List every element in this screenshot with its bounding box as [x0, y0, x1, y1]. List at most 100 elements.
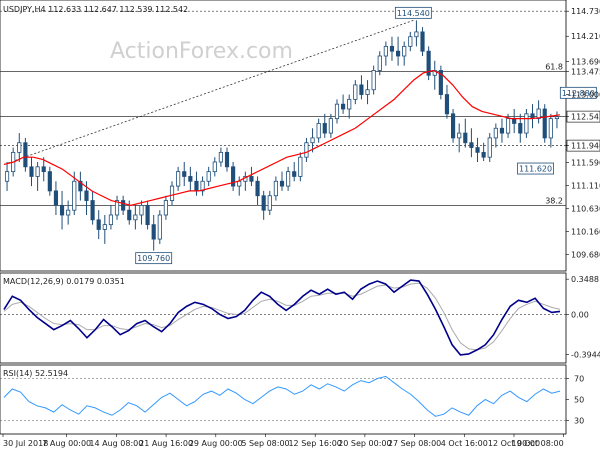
macd-tick-label-2: -0.3944	[571, 350, 600, 359]
candle-body	[512, 118, 517, 124]
candle-body	[396, 50, 401, 57]
rsi-tick-label-1: 50	[574, 396, 584, 405]
candle-body	[310, 137, 315, 144]
x-tick-label-2: 14 Aug 08:00	[89, 439, 143, 448]
price-panel-title: USDJPY,H4 112.633 112.647 112.539 112.54…	[3, 5, 188, 14]
x-tick-label-8: 27 Sep 08:00	[388, 439, 441, 448]
x-tick-label-5: 5 Sep 08:00	[241, 439, 289, 448]
candle-body	[402, 45, 407, 57]
x-tick-label-3: 21 Aug 16:00	[139, 439, 193, 448]
candle-body	[359, 84, 364, 95]
candle-body	[23, 142, 28, 168]
x-tick-label-7: 20 Sep 00:00	[338, 439, 391, 448]
candle-body	[414, 31, 419, 38]
candle-body	[200, 180, 205, 192]
candle-body	[383, 45, 388, 57]
candle-body	[286, 171, 291, 187]
candle-body	[334, 103, 340, 120]
x-tick-label-0: 30 Jul 2018	[3, 439, 48, 448]
candle-body	[108, 214, 114, 226]
candle-body	[371, 70, 376, 91]
candle-body	[457, 132, 462, 139]
candle-body	[542, 108, 547, 139]
moving-average-line	[3, 69, 561, 206]
candle-body	[347, 98, 352, 110]
candle-body	[66, 209, 71, 216]
candle-body	[255, 180, 260, 197]
price-tick-label-5: 112.542	[571, 113, 600, 122]
price-tick-label-10: 110.630	[571, 205, 600, 214]
candle-body	[487, 137, 492, 158]
price-tick-label-1: 114.210	[571, 32, 600, 41]
candle-body	[450, 113, 456, 139]
price-tick-label-9: 111.110	[571, 182, 600, 191]
annotation-label-0: 114.540	[397, 9, 430, 18]
candle-body	[72, 180, 77, 211]
x-tick-label-11: 19 Oct 08:00	[512, 439, 564, 448]
candle-body	[481, 151, 486, 158]
candle-body	[41, 166, 46, 173]
annotation-label-1: 112.880	[562, 89, 595, 98]
candle-body	[279, 180, 285, 187]
candle-body	[218, 151, 223, 163]
candle-body	[475, 147, 480, 153]
candle-body	[261, 195, 266, 211]
candle-body	[151, 224, 156, 240]
rsi-line	[3, 375, 561, 417]
rsi-tick-label-0: 70	[574, 375, 584, 384]
macd-plot	[0, 279, 566, 356]
candle-body	[224, 151, 230, 168]
annotation-box-0	[394, 6, 432, 19]
x-tick-label-1: 7 Aug 00:00	[42, 439, 91, 448]
candle-body	[444, 94, 450, 115]
candle-body	[169, 185, 175, 201]
candle-body	[237, 180, 242, 187]
candle-body	[102, 224, 107, 230]
x-tick-label-6: 12 Sep 16:00	[288, 439, 341, 448]
candle-body	[145, 204, 150, 226]
candle-body	[194, 180, 199, 192]
candle-body	[267, 195, 272, 211]
price-tick-label-4: 113.000	[571, 91, 600, 100]
candle-body	[29, 166, 34, 177]
ma-line	[3, 69, 561, 206]
rsi-y-axis: 70 50 30	[566, 375, 584, 426]
candle-body	[426, 50, 431, 76]
trendline	[3, 19, 414, 165]
rsi-plot	[0, 375, 566, 421]
candle-body	[96, 219, 101, 230]
candle-body	[304, 142, 309, 158]
price-tick-label-7: 111.940	[571, 142, 600, 151]
candle-body	[432, 70, 437, 76]
price-tick-label-0: 114.730	[571, 7, 600, 16]
annotation-box-2	[517, 162, 554, 175]
candle-body	[518, 123, 523, 134]
macd-series-macd	[3, 279, 561, 356]
candle-body	[182, 171, 187, 177]
candle-body	[505, 118, 511, 134]
candle-body	[53, 190, 59, 206]
candle-body	[292, 171, 297, 177]
annotation-label-3: 109.760	[137, 254, 170, 263]
candle-body	[121, 200, 126, 211]
candle-body	[438, 70, 443, 95]
candle-body	[212, 161, 217, 173]
candle-body	[377, 55, 382, 71]
price-tick-label-3: 113.475	[571, 68, 600, 77]
trendline-line	[3, 19, 414, 165]
rsi-tick-label-2: 30	[574, 417, 584, 426]
candle-body	[365, 89, 370, 95]
candle-body	[35, 166, 40, 177]
candle-body	[176, 171, 181, 187]
candle-body	[249, 176, 254, 182]
candle-body	[493, 127, 498, 139]
price-tick-label-8: 111.590	[571, 158, 600, 167]
candle-body	[554, 116, 560, 120]
candle-body	[273, 180, 278, 197]
candle-body	[188, 176, 193, 182]
candle-body	[298, 156, 303, 177]
candle-body	[206, 171, 211, 182]
candle-body	[408, 36, 413, 47]
candle-body	[163, 200, 168, 216]
